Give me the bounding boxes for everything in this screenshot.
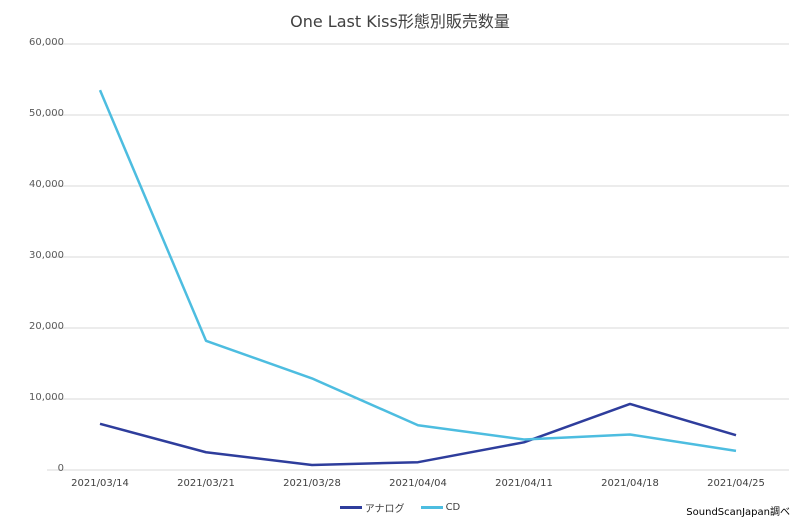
series-line	[98, 89, 737, 453]
y-tick-label: 60,000	[29, 37, 64, 48]
y-tick-label: 20,000	[29, 321, 64, 332]
y-tick-label: 10,000	[29, 392, 64, 403]
y-tick-label: 40,000	[29, 179, 64, 190]
legend-label: アナログ	[364, 504, 405, 515]
source-note: SoundScanJapan調べ	[686, 507, 790, 518]
y-tick-label: 30,000	[29, 250, 64, 261]
legend-item: アナログ	[339, 500, 405, 515]
x-tick-label: 2021/04/11	[495, 478, 553, 489]
y-tick-label: 0	[57, 463, 64, 474]
legend-swatch	[339, 506, 362, 509]
x-tick-label: 2021/04/18	[601, 478, 659, 489]
legend-label: CD	[445, 502, 461, 513]
x-tick-label: 2021/04/04	[389, 478, 447, 489]
legend-swatch	[420, 506, 443, 509]
legend-item: CD	[420, 500, 461, 515]
series-line	[99, 402, 737, 467]
y-tick-label: 50,000	[29, 108, 64, 119]
x-tick-label: 2021/03/21	[177, 478, 235, 489]
chart-title: One Last Kiss形態別販売数量	[290, 12, 510, 31]
legend: アナログ CD	[0, 500, 800, 515]
x-tick-label: 2021/04/25	[707, 478, 765, 489]
x-tick-label: 2021/03/28	[283, 478, 341, 489]
x-tick-label: 2021/03/14	[71, 478, 129, 489]
